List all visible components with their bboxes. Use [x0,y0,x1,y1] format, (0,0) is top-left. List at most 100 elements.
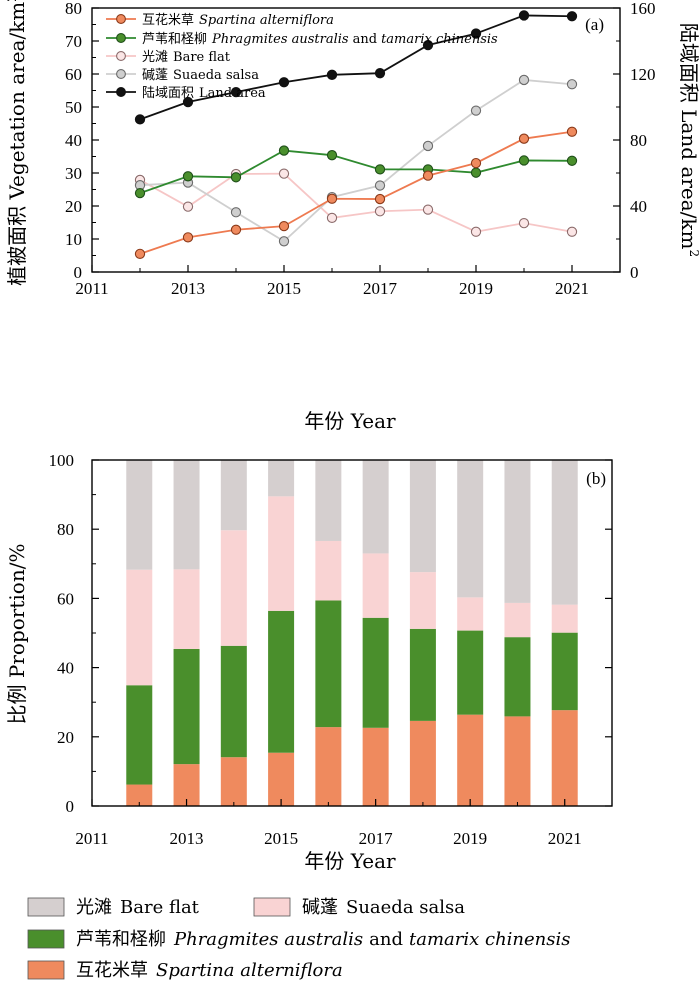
bar-segment-2 [268,496,295,611]
bar-segment-3 [504,460,531,603]
series-point-2 [278,168,290,179]
plot-frame-a [91,7,621,273]
legend-swatch [253,897,291,917]
series-point-2 [566,226,578,237]
bar-segment-0 [409,720,436,806]
legend-marker-a [116,87,126,97]
legend-label-cn: 芦苇和柽柳 [142,32,207,47]
legend-label-bare: 光滩 Bare flat [76,897,200,918]
series-point-0 [566,126,578,137]
bar-segment-1 [268,610,295,753]
y-tick-label-b: 80 [57,520,74,539]
legend-marker-a [116,51,126,61]
bar-segment-2 [362,553,389,618]
bar-segment-1 [551,632,578,711]
y-right-tick-label-a: 120 [630,65,656,84]
bar-segment-0 [457,714,484,806]
plot-frame-b [91,459,613,807]
series-point-0 [422,170,434,181]
panel-b: 2011 2013 2015 2017 2019 2021 0 20 40 60 80 100 年份 Y… [5,451,613,873]
legend-label-spartina: 互花米草 Spartina alterniflora [76,960,343,981]
panel-a: 2011 2013 2015 2017 2019 20210102030405060708… [5,0,700,433]
series-point-4 [518,10,530,21]
y-tick-label-a: 60 [65,65,82,84]
series-point-1 [374,164,386,175]
bar-segment-1 [409,628,436,721]
legend-label-and: and [353,32,377,47]
bar-segment-1 [220,645,247,758]
legend-label-cn: 碱蓬 [142,68,168,83]
bar-segment-2 [315,540,342,601]
x-tick-label-a: 2021 [555,279,589,298]
series-point-4 [326,69,338,80]
legend-label-latin: Phragmites australis [211,32,349,47]
series-point-4 [374,68,386,79]
y-tick-label-b: 20 [57,728,74,747]
legend-label-a: 光滩 Bare flat [142,50,231,65]
series-point-2 [470,226,482,237]
y-tick-label-a: 40 [65,131,82,150]
bar-segment-3 [551,460,578,605]
series-point-3 [470,105,482,116]
series-point-3 [518,74,530,86]
bar-segment-1 [126,685,153,785]
bar-segment-1 [504,637,531,717]
series-line-1 [139,149,573,194]
series-point-1 [518,155,530,166]
series-point-0 [518,133,530,144]
legend-marker-a [116,69,126,79]
series-point-0 [470,157,482,169]
bar-segment-3 [362,460,389,554]
legend-label-cn: 芦苇和柽柳 [76,929,166,950]
series-point-1 [230,172,242,183]
y-right-tick-label-a: 40 [630,197,647,216]
y-tick-label-a: 20 [65,197,82,216]
series-point-2 [326,212,338,224]
bar-segment-1 [173,648,200,765]
bar-segment-3 [457,460,484,598]
bar-segment-2 [126,569,153,686]
legend-label-latin: Phragmites australis [173,929,363,950]
series-point-0 [374,193,386,205]
series-point-2 [374,206,386,217]
series-line-0 [139,130,573,255]
legend-label-latin2: tamarix chinensis [409,929,571,950]
bar-segment-2 [409,572,436,629]
y-right-axis-label-text-a: 陆域面积 Land area/km [677,23,700,250]
legend-label-cn: 光滩 [76,897,112,918]
legend-marker-a [116,14,126,24]
legend-label-latin: Spartina alterniflora [156,960,343,981]
legend-label-en: Land area [199,86,266,101]
y-axis-label-a: 植被面积 Vegetation area/km2 [5,0,29,286]
series-point-1 [278,145,290,156]
series-point-4 [470,28,482,39]
bar-segment-3 [173,460,200,570]
series-point-0 [182,232,194,243]
y-right-tick-label-a: 80 [630,131,647,150]
legend-label-a: 碱蓬 Suaeda salsa [142,68,259,83]
y-tick-label-a: 50 [65,98,82,117]
legend-swatch [27,897,65,917]
x-tick-label-a: 2013 [171,279,205,298]
y-tick-label-b: 40 [57,659,74,678]
series-point-0 [230,224,242,235]
x-tick-label-b: 2013 [170,829,204,848]
legend-swatch [27,960,65,980]
bar-segment-0 [126,784,153,806]
x-tick-label-b: 2019 [453,829,487,848]
y-tick-label-b: 0 [66,797,75,816]
bar-segment-0 [268,752,295,806]
series-point-0 [134,248,146,259]
legend-label-en: Suaeda salsa [173,68,259,83]
bar-segment-2 [551,604,578,633]
series-point-1 [470,167,482,178]
y-axis-label-sup-a: 2 [5,0,19,2]
series-point-1 [182,171,194,182]
y-tick-label-a: 0 [74,263,83,282]
x-tick-label-b: 2011 [75,829,108,848]
legend-label-latin: Spartina alterniflora [199,13,334,28]
y-tick-label-a: 80 [65,0,82,18]
series-point-2 [422,204,434,215]
legend-label-cn: 互花米草 [142,12,194,28]
